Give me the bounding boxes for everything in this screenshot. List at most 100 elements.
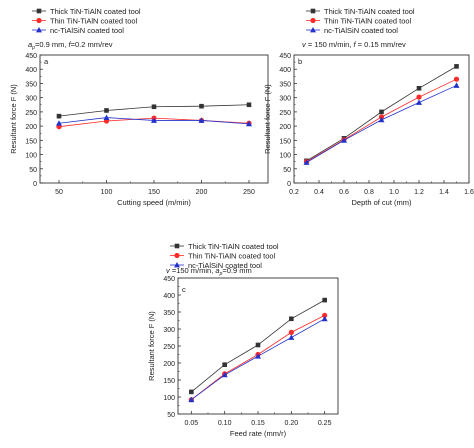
legend-marker — [174, 252, 180, 259]
y-tick-label: 350 — [25, 81, 37, 88]
y-tick-label: 400 — [279, 67, 291, 74]
y-tick-label: 450 — [163, 276, 175, 283]
x-tick-label: 1.2 — [414, 189, 424, 196]
y-tick-label: 300 — [279, 96, 291, 103]
y-axis-title: Resultant force F (N) — [9, 84, 18, 154]
x-tick-label: 1.4 — [439, 189, 449, 196]
condition-annotation: v =150 m/min, ap=0.9 mm — [166, 266, 252, 277]
legend-label: Thin TiN-TiAlN coated tool — [324, 17, 412, 26]
y-tick-label: 100 — [163, 395, 175, 402]
legend-marker — [174, 243, 180, 249]
x-axis-title: Cutting speed (m/min) — [117, 198, 191, 207]
panel-label: c — [182, 285, 186, 294]
data-point-series-3 — [303, 159, 310, 165]
data-point-series-2 — [453, 76, 460, 82]
legend-marker — [310, 8, 316, 14]
data-point-series-1 — [104, 108, 109, 113]
x-tick-label: 100 — [101, 189, 113, 196]
data-point-series-3 — [378, 116, 385, 123]
annotation-text: = 0.15 mm/rev — [356, 40, 406, 49]
y-axis-title: Resultant force F (N) — [263, 84, 272, 154]
data-point-series-2 — [322, 312, 328, 318]
y-tick-label: 150 — [25, 138, 37, 145]
legend-label: Thick TiN-TiAlN coated tool — [50, 7, 141, 16]
annotation-symbol: a — [28, 40, 32, 49]
y-tick-label: 450 — [279, 53, 291, 60]
annotation-text: =0.2 mm/rev — [71, 40, 113, 49]
y-tick-label: 400 — [25, 67, 37, 74]
x-tick-label: 1.6 — [464, 189, 474, 196]
legend-label: Thick TiN-TiAlN coated tool — [188, 242, 279, 251]
annotation-symbol: a — [215, 266, 219, 275]
chart-panel-a: 0 50 100 150 200 250 300 350 400 450 50 100 150 200 25… — [9, 7, 269, 207]
x-tick-label: 0.2 — [289, 189, 299, 196]
data-point-series-1 — [199, 103, 204, 109]
data-point-series-3 — [288, 334, 295, 340]
data-point-series-1 — [56, 113, 62, 119]
data-point-series-1 — [416, 85, 422, 91]
x-tick-label: 1.0 — [389, 189, 399, 196]
y-tick-label: 450 — [25, 53, 37, 60]
x-tick-label: 150 — [148, 189, 160, 196]
y-tick-label: 400 — [163, 293, 175, 300]
legend-marker — [36, 17, 42, 24]
legend-marker — [310, 17, 316, 24]
legend-label: Thick TiN-TiAlN coated tool — [324, 7, 415, 16]
data-point-series-3 — [103, 114, 110, 120]
x-tick-label: 0.15 — [251, 420, 265, 427]
condition-annotation: ap=0.9 mm, f=0.2 mm/rev — [28, 40, 113, 51]
annotation-subscript: p — [31, 45, 35, 51]
legend-marker — [36, 27, 42, 33]
data-point-series-3 — [453, 82, 460, 88]
x-tick-label: 0.25 — [318, 420, 332, 427]
data-point-series-3 — [198, 117, 205, 123]
x-tick-label: 250 — [243, 189, 255, 196]
legend-label: nc-TiAlSiN coated tool — [50, 26, 124, 35]
annotation-subscript: p — [219, 271, 223, 277]
data-point-series-3 — [341, 137, 347, 143]
legend-label: nc-TiAlSiN coated tool — [324, 26, 398, 35]
chart-panel-c: 50 100 150 200 250 300 350 400 450 0.05 0.10 0.15 0.… — [147, 242, 339, 438]
y-tick-label: 50 — [167, 412, 175, 419]
y-tick-label: 300 — [163, 327, 175, 334]
x-tick-label: 200 — [196, 189, 208, 196]
data-point-series-1 — [379, 109, 384, 115]
data-point-series-3 — [188, 396, 195, 403]
data-point-series-1 — [151, 104, 157, 110]
data-point-series-1 — [454, 64, 459, 69]
y-tick-label: 350 — [163, 310, 175, 317]
annotation-symbol: v — [166, 266, 171, 275]
legend-label: Thin TiN-TiAlN coated tool — [188, 252, 276, 261]
y-tick-label: 200 — [279, 124, 291, 131]
y-tick-label: 250 — [25, 110, 37, 117]
x-tick-label: 0.6 — [339, 189, 349, 196]
annotation-text: =150 m/min, — [170, 266, 216, 275]
y-tick-label: 150 — [163, 378, 175, 385]
data-point-series-1 — [255, 342, 261, 348]
y-tick-label: 300 — [25, 96, 37, 103]
chart-panel-b: 0 50 100 150 200 250 300 350 400 450 0.2 0.4 0.6 0.8 1… — [263, 7, 474, 207]
annotation-text: =0.9 mm, — [35, 40, 69, 49]
y-tick-label: 200 — [25, 124, 37, 131]
data-point-series-1 — [222, 362, 227, 367]
panel-label: b — [298, 57, 302, 66]
data-point-series-3 — [416, 99, 422, 105]
y-tick-label: 0 — [287, 181, 291, 188]
x-tick-label: 0.10 — [218, 420, 232, 427]
legend-label: Thin TiN-TiAlN coated tool — [50, 17, 138, 26]
data-point-series-3 — [246, 120, 252, 127]
legend-marker — [36, 8, 42, 14]
data-point-series-1 — [289, 316, 294, 322]
annotation-symbol: f — [69, 40, 72, 49]
y-axis-title: Resultant force F (N) — [147, 311, 156, 381]
y-tick-label: 250 — [279, 110, 291, 117]
y-tick-label: 200 — [163, 361, 175, 368]
x-tick-label: 0.20 — [285, 420, 299, 427]
y-tick-label: 50 — [283, 167, 291, 174]
annotation-symbol: v — [302, 40, 307, 49]
y-tick-label: 100 — [279, 153, 291, 160]
annotation-text: =0.9 mm — [222, 266, 251, 275]
